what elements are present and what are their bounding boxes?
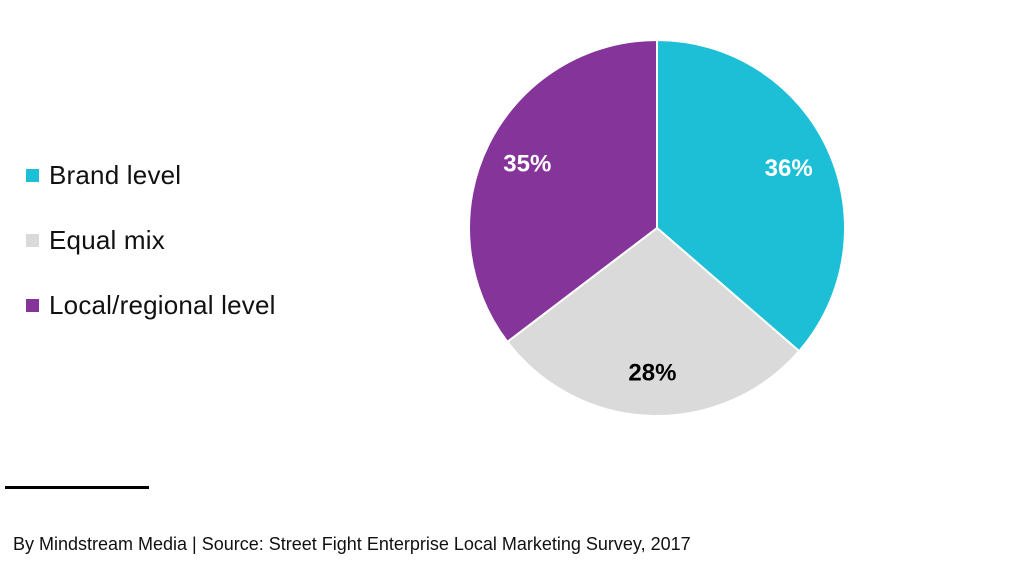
legend-item-local-regional-level: Local/regional level: [26, 273, 366, 338]
legend-swatch-local-regional-level: [26, 299, 39, 312]
legend-label-equal-mix: Equal mix: [49, 225, 165, 255]
pie-slice-local-regional-level: [468, 38, 658, 344]
pie-slice-brand-level: [656, 38, 846, 353]
legend-swatch-equal-mix: [26, 234, 39, 247]
data-label-local-regional-level: 35%: [503, 151, 551, 178]
legend-item-brand-level: Brand level: [26, 143, 366, 208]
legend-swatch-brand-level: [26, 169, 39, 182]
footer-divider: [5, 486, 149, 489]
pie-slice-equal-mix: [505, 226, 801, 417]
source-footnote: By Mindstream Media | Source: Street Fig…: [13, 534, 691, 554]
data-label-brand-level: 36%: [765, 155, 813, 182]
pie-chart-area: 36% 28% 35%: [460, 30, 860, 430]
legend-item-equal-mix: Equal mix: [26, 208, 366, 273]
chart-legend: Brand level Equal mix Local/regional lev…: [26, 143, 366, 338]
pie-chart: 36% 28% 35%: [468, 38, 846, 417]
data-label-equal-mix: 28%: [628, 360, 676, 387]
legend-label-brand-level: Brand level: [49, 160, 182, 190]
legend-label-local-regional-level: Local/regional level: [49, 290, 276, 320]
